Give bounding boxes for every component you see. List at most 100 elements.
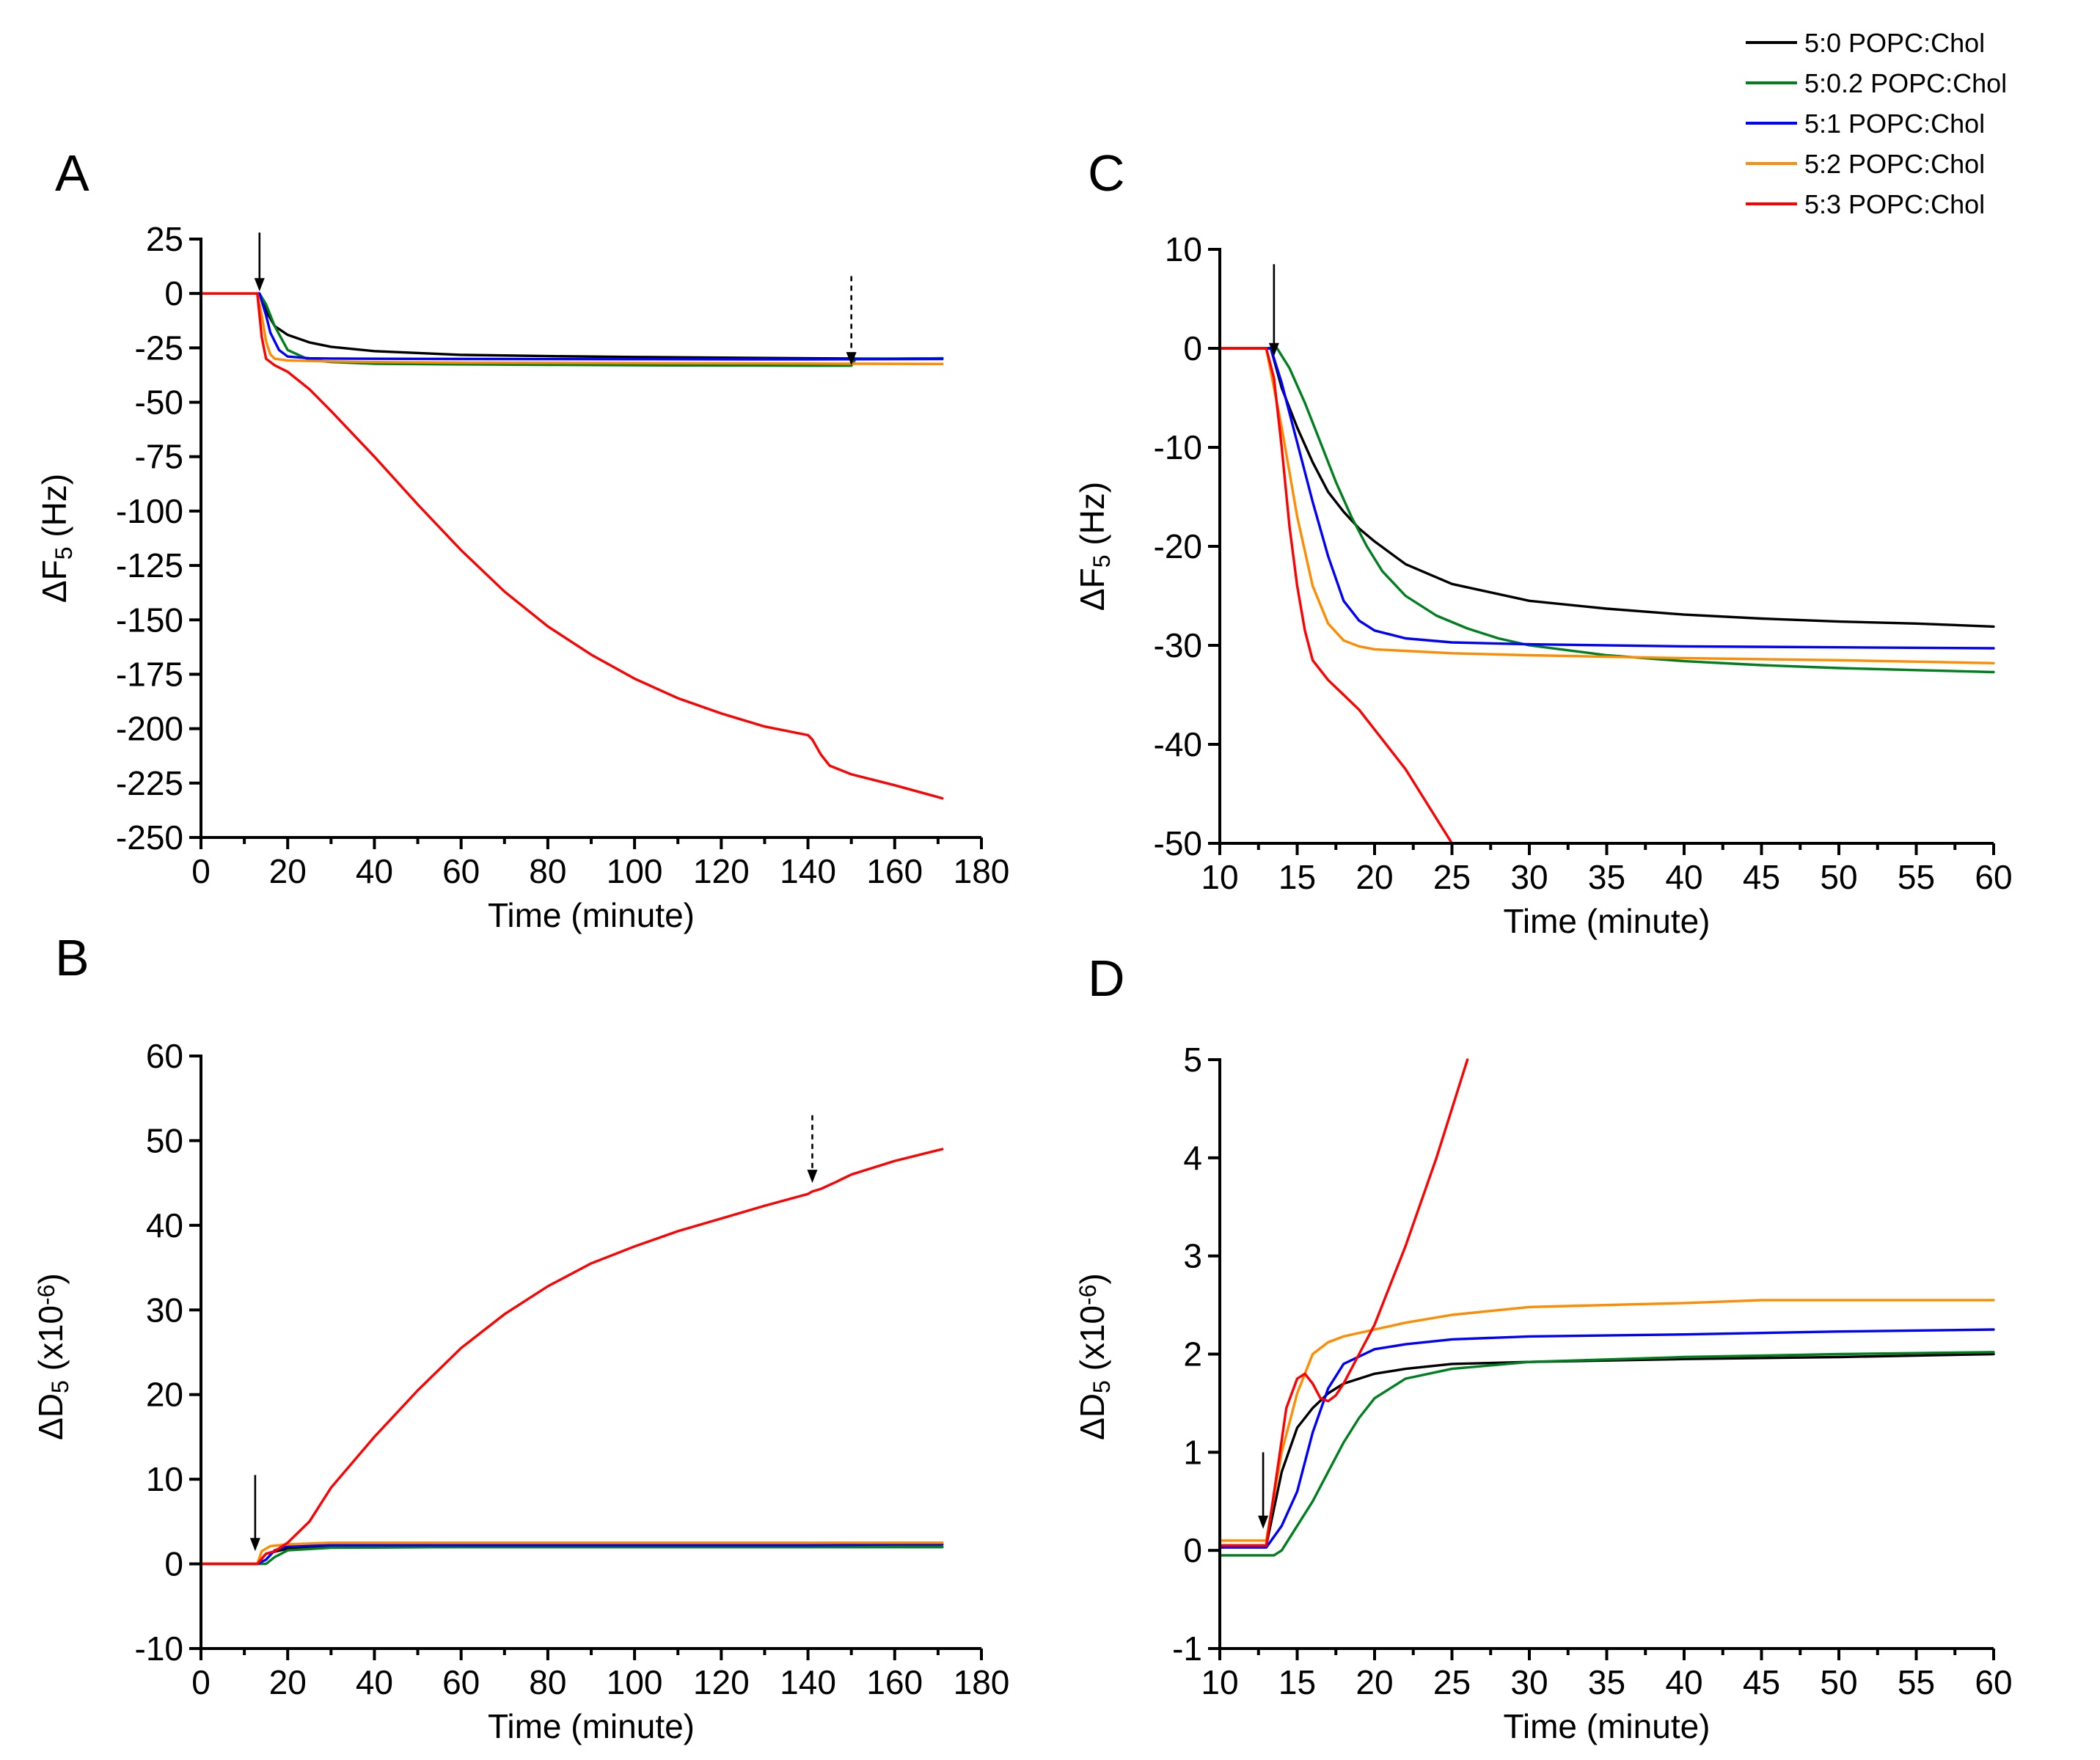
y-tick-label: 50 (146, 1121, 183, 1159)
series-group (201, 292, 944, 800)
y-title-subscript: 5 (1089, 1380, 1115, 1393)
y-title-main: ΔF (35, 560, 73, 603)
y-tick-label: -175 (116, 655, 183, 693)
x-tick-label: 40 (1665, 1663, 1702, 1701)
panel-letter: D (1088, 950, 1125, 1007)
y-tick-label: 10 (1165, 230, 1202, 268)
y-tick-label: 2 (1183, 1335, 1202, 1374)
series-line (201, 292, 944, 367)
y-tick-label: -10 (135, 1629, 183, 1668)
y-tick-label: 5 (1183, 1041, 1202, 1079)
y-title-suffix: (Hz) (35, 474, 73, 547)
series-line (1220, 1351, 1995, 1557)
y-title-main: ΔD (32, 1393, 70, 1440)
x-tick-label: 40 (356, 1663, 393, 1701)
x-tick-label: 20 (269, 1663, 307, 1701)
x-tick-label: 10 (1201, 1663, 1238, 1701)
x-tick-label: 40 (1665, 858, 1702, 896)
x-tick-label: 0 (191, 852, 211, 890)
panel-letter: B (55, 929, 89, 986)
chart-panel-c: C 10 15 20 25 30 35 40 45 50 55 60 10 0 -10 -20 -30 -40 -5… (1073, 144, 2013, 940)
series-line (1220, 1328, 1995, 1549)
x-tick-label: 20 (1356, 1663, 1393, 1701)
x-tick-label: 100 (607, 852, 663, 890)
x-axis-title: Time (minute) (1504, 902, 1711, 940)
y-tick-label: -200 (116, 710, 183, 748)
y-tick-label: 1 (1183, 1433, 1202, 1471)
y-tick-label: 10 (146, 1460, 183, 1498)
x-tick-label: 45 (1743, 858, 1780, 896)
series-line (201, 1148, 944, 1566)
y-tick-label: -10 (1154, 428, 1202, 466)
x-tick-label: 140 (780, 852, 836, 890)
x-tick-label: 100 (607, 1663, 663, 1701)
series-line (201, 292, 944, 360)
x-tick-label: 120 (693, 852, 750, 890)
y-title-subscript: 5 (47, 1380, 73, 1393)
x-tick-label: 45 (1743, 1663, 1780, 1701)
y-tick-label: 0 (1183, 329, 1202, 367)
x-tick-label: 50 (1820, 858, 1857, 896)
legend-entry: 5:1 POPC:Chol (1746, 109, 1985, 139)
y-axis-title: ΔF5 (Hz) (35, 474, 77, 603)
y-tick-label: -30 (1154, 626, 1202, 664)
x-tick-label: 20 (269, 852, 307, 890)
x-tick-label: 40 (356, 852, 393, 890)
y-tick-label: 40 (146, 1206, 183, 1244)
y-tick-label: -250 (116, 818, 183, 857)
y-tick-label: 60 (146, 1037, 183, 1075)
x-tick-label: 15 (1278, 1663, 1316, 1701)
chart-panel-a: A 0 20 40 60 80 100 120 140 160 180 25 0 -25 -50 -75 -10… (35, 144, 1009, 934)
series-line (201, 1543, 944, 1566)
y-title-superscript: -6 (33, 1284, 59, 1305)
y-tick-label: -20 (1154, 527, 1202, 565)
y-tick-label: -125 (116, 546, 183, 584)
series-line (1220, 1058, 1469, 1547)
series-group (201, 1148, 944, 1566)
x-tick-label: 35 (1588, 858, 1625, 896)
x-axis-title: Time (minute) (1504, 1707, 1711, 1745)
y-title-close: ) (1073, 1273, 1111, 1284)
panel-letter: A (55, 144, 89, 202)
x-tick-label: 60 (1975, 858, 2012, 896)
series-line (201, 1541, 944, 1566)
y-title-suffix: (Hz) (1073, 482, 1111, 555)
x-tick-label: 60 (442, 1663, 480, 1701)
series-line (1220, 1352, 1995, 1547)
legend-label: 5:3 POPC:Chol (1804, 189, 1985, 219)
x-tick-label: 120 (693, 1663, 750, 1701)
legend-entry: 5:2 POPC:Chol (1746, 149, 1985, 179)
y-title-main: ΔD (1073, 1393, 1111, 1440)
legend-label: 5:1 POPC:Chol (1804, 109, 1985, 139)
y-tick-label: -50 (135, 384, 183, 422)
series-line (1220, 347, 1995, 664)
y-axis-title: ΔF5 (Hz) (1073, 482, 1115, 611)
arrow-head (807, 1170, 818, 1184)
arrow-head (254, 278, 265, 292)
x-tick-label: 25 (1433, 1663, 1471, 1701)
y-tick-label: 0 (164, 1545, 183, 1583)
y-title-main: ΔF (1073, 568, 1111, 611)
x-axis-title: Time (minute) (488, 1707, 695, 1745)
legend-entry: 5:0.2 POPC:Chol (1746, 68, 2007, 98)
x-tick-label: 15 (1278, 858, 1316, 896)
x-tick-label: 30 (1510, 858, 1548, 896)
x-tick-label: 10 (1201, 858, 1238, 896)
y-tick-label: 0 (164, 274, 183, 312)
x-tick-label: 160 (866, 1663, 923, 1701)
x-tick-label: 50 (1820, 1663, 1857, 1701)
x-tick-label: 80 (529, 1663, 566, 1701)
series-line (1220, 1299, 1995, 1542)
x-tick-label: 30 (1510, 1663, 1548, 1701)
y-tick-label: -1 (1172, 1629, 1202, 1668)
x-tick-label: 55 (1898, 858, 1935, 896)
series-line (1220, 347, 1995, 628)
legend-label: 5:0.2 POPC:Chol (1804, 68, 2007, 98)
y-title-subscript: 5 (51, 547, 77, 560)
legend-label: 5:2 POPC:Chol (1804, 149, 1985, 179)
y-tick-label: -50 (1154, 824, 1202, 862)
x-tick-label: 20 (1356, 858, 1393, 896)
x-tick-label: 60 (442, 852, 480, 890)
